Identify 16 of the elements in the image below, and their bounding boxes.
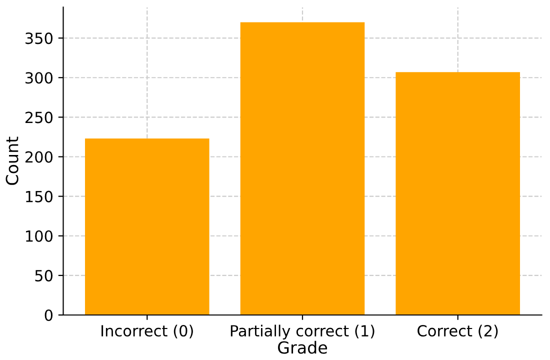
y-tick-label: 100 xyxy=(26,230,53,242)
y-tick-label: 250 xyxy=(25,112,53,124)
y-tick-label: 0 xyxy=(44,309,53,322)
y-tick-label: 200 xyxy=(25,151,53,163)
bar xyxy=(240,22,365,315)
bar xyxy=(85,138,210,315)
bar xyxy=(396,72,520,315)
x-tick-label: Incorrect (0) xyxy=(102,324,193,338)
x-axis-title: Grade xyxy=(278,340,328,354)
y-axis-title: Count xyxy=(6,136,18,185)
x-tick-label: Correct (2) xyxy=(418,324,498,338)
y-tick-label: 50 xyxy=(35,270,53,282)
y-tick-label: 150 xyxy=(26,190,53,202)
x-tick-label: Partially correct (1) xyxy=(230,324,374,340)
y-tick-label: 350 xyxy=(26,32,53,44)
y-tick-label: 300 xyxy=(26,72,53,84)
